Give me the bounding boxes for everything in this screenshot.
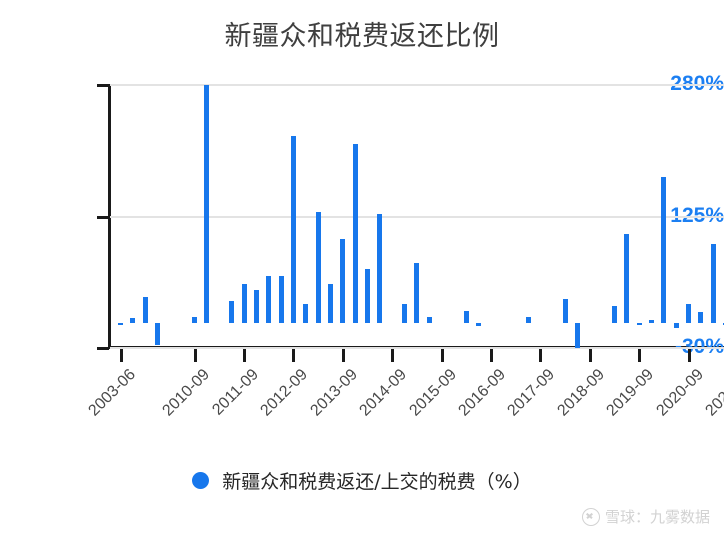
bar[interactable]: [636, 322, 642, 325]
y-axis-tick: [97, 215, 109, 219]
x-axis-tick: [588, 349, 592, 362]
bar[interactable]: [130, 318, 136, 323]
bar[interactable]: [624, 234, 630, 323]
gridline: [110, 347, 724, 349]
bar[interactable]: [426, 317, 432, 323]
y-axis-line: [108, 84, 111, 349]
x-axis-tick: [341, 349, 345, 362]
x-axis-tick: [638, 349, 642, 362]
chart-title: 新疆众和税费返还比例: [224, 21, 500, 52]
bar[interactable]: [142, 297, 148, 323]
x-axis-tick: [490, 349, 493, 362]
gridline: [110, 84, 724, 86]
x-axis-tick: [539, 349, 543, 362]
watermark-text: 雪球：九雾数据: [604, 508, 710, 526]
bar[interactable]: [303, 303, 309, 323]
bar[interactable]: [327, 284, 333, 323]
x-axis-tick: [687, 349, 691, 362]
bar[interactable]: [698, 312, 704, 323]
bar[interactable]: [340, 238, 346, 323]
x-axis-tick: [193, 349, 197, 362]
bar[interactable]: [649, 320, 655, 323]
bar[interactable]: [661, 176, 667, 323]
x-axis-tick: [391, 349, 395, 362]
legend-marker-icon: [192, 472, 210, 489]
bar[interactable]: [253, 290, 259, 323]
bar[interactable]: [402, 303, 408, 323]
bar[interactable]: [315, 212, 321, 323]
plot-area: [110, 84, 724, 349]
bar[interactable]: [365, 269, 370, 323]
x-axis-tick: [440, 349, 444, 362]
bar[interactable]: [241, 283, 247, 323]
chart-legend[interactable]: 新疆众和税费返还/上交的税费（%）: [0, 467, 724, 494]
bar[interactable]: [574, 322, 580, 348]
bar[interactable]: [155, 322, 161, 345]
x-axis-tick: [119, 349, 123, 362]
x-axis-tick-label: 2003-06: [84, 366, 139, 420]
bar[interactable]: [352, 144, 358, 323]
gridline: [110, 215, 724, 218]
bar[interactable]: [278, 275, 284, 323]
bar[interactable]: [673, 322, 679, 328]
watermark: 雪球：九雾数据: [581, 506, 710, 527]
y-axis-tick-label: 125%: [670, 203, 724, 227]
bar[interactable]: [229, 301, 235, 323]
bar[interactable]: [710, 243, 716, 323]
bar[interactable]: [377, 213, 383, 323]
y-axis-tick-label: 280%: [670, 72, 724, 95]
bar[interactable]: [463, 310, 469, 323]
bar[interactable]: [562, 298, 568, 323]
bar[interactable]: [266, 275, 272, 323]
x-axis-tick: [243, 349, 246, 362]
bar[interactable]: [192, 316, 198, 323]
bar[interactable]: [476, 322, 482, 326]
bar[interactable]: [612, 306, 617, 323]
xueqiu-logo-icon: [581, 507, 600, 526]
legend-label: 新疆众和税费返还/上交的税费（%）: [222, 471, 532, 493]
bar[interactable]: [204, 85, 210, 323]
bar[interactable]: [525, 317, 531, 323]
x-axis-tick: [292, 349, 296, 362]
bar[interactable]: [414, 263, 420, 323]
bar[interactable]: [686, 303, 692, 323]
y-axis-tick-label: -30%: [674, 335, 724, 358]
y-axis-tick: [97, 84, 109, 87]
bar[interactable]: [290, 135, 296, 323]
bar[interactable]: [118, 322, 123, 325]
y-axis-tick: [97, 347, 109, 350]
